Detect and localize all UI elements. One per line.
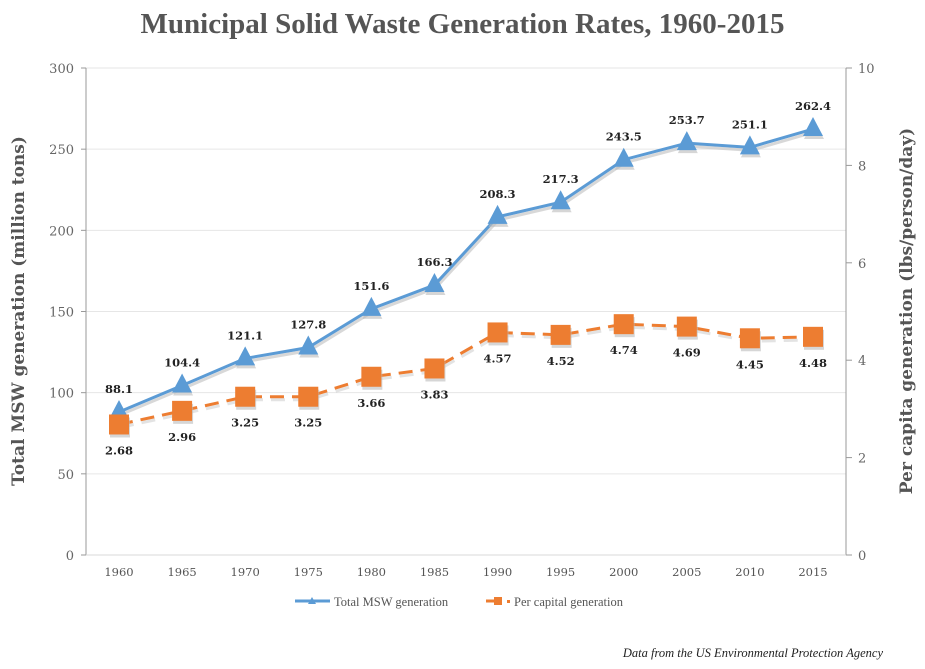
y2-tick-label: 8 — [858, 159, 866, 174]
triangle-marker — [361, 296, 382, 316]
triangle-marker — [424, 273, 445, 293]
legend-item-per-capita: Per capital generation — [486, 595, 624, 609]
x-tick-label: 2015 — [798, 565, 827, 579]
triangle-marker — [550, 190, 571, 210]
data-label-total-msw: 217.3 — [543, 172, 579, 186]
series-layer — [109, 117, 824, 438]
data-label-per-capita: 3.83 — [420, 387, 448, 401]
x-tick-label: 1980 — [357, 565, 386, 579]
x-tick-label: 1960 — [104, 565, 133, 579]
x-tick-label: 2010 — [735, 565, 764, 579]
data-label-total-msw: 251.1 — [732, 117, 768, 131]
y2-tick-label: 4 — [858, 354, 866, 369]
data-label-per-capita: 2.96 — [168, 430, 196, 444]
data-label-total-msw: 208.3 — [480, 187, 516, 201]
series-per-capita-line — [118, 322, 814, 426]
legend-triangle-marker-icon — [308, 597, 316, 604]
y-tick-label: 0 — [66, 549, 74, 564]
legend-square-marker-icon — [494, 597, 502, 605]
data-label-per-capita: 3.25 — [294, 416, 322, 430]
triangle-marker — [235, 346, 256, 366]
data-label-total-msw: 121.1 — [227, 328, 263, 342]
square-marker — [424, 358, 445, 379]
square-marker — [298, 386, 319, 407]
legend-item-total-msw: Total MSW generation — [295, 595, 449, 609]
data-labels: 88.1 104.4 121.1 127.8 151.6 166.3 208.3 217.3 2… — [105, 99, 831, 457]
data-label-total-msw: 127.8 — [290, 318, 326, 332]
square-marker — [676, 316, 697, 337]
data-label-total-msw: 88.1 — [105, 382, 133, 396]
data-label-total-msw: 262.4 — [795, 99, 831, 113]
data-label-total-msw: 104.4 — [164, 356, 200, 370]
legend-label-per-capita: Per capital generation — [514, 595, 624, 609]
triangle-marker — [172, 373, 193, 393]
y-axis-title: Total MSW generation (million tons) — [9, 136, 29, 486]
x-tick-label: 2005 — [672, 565, 701, 579]
y-tick-label: 50 — [57, 468, 74, 483]
y-tick-label: 150 — [49, 306, 74, 321]
data-label-per-capita: 4.45 — [736, 357, 764, 371]
y-tick-label: 300 — [49, 62, 74, 77]
legend-dash-icon — [507, 600, 510, 603]
triangle-marker — [613, 147, 634, 167]
data-label-per-capita: 4.74 — [610, 343, 638, 357]
data-label-per-capita: 2.68 — [105, 443, 133, 457]
x-tick-label: 1985 — [420, 565, 449, 579]
data-label-per-capita: 4.57 — [484, 351, 512, 365]
triangle-marker — [487, 204, 508, 224]
square-marker — [172, 400, 193, 421]
axes: 0 50 100 150 200 250 300 0 2 4 6 8 10 1960 1965 1970 197… — [49, 62, 874, 579]
square-marker — [235, 386, 256, 407]
y2-tick-label: 10 — [858, 62, 875, 77]
data-label-per-capita: 4.69 — [673, 346, 701, 360]
y-tick-label: 250 — [49, 143, 74, 158]
square-marker — [550, 324, 571, 345]
x-tick-label: 1975 — [294, 565, 323, 579]
x-tick-label: 2000 — [609, 565, 638, 579]
square-marker — [487, 322, 508, 343]
y-tick-label: 100 — [49, 387, 74, 402]
y2-tick-label: 2 — [858, 452, 866, 467]
source-note: Data from the US Environmental Protectio… — [622, 646, 883, 660]
square-marker — [613, 314, 634, 335]
y2-tick-label: 6 — [858, 257, 866, 272]
data-label-per-capita: 4.52 — [547, 354, 575, 368]
y2-axis-title: Per capita generation (lbs/person/day) — [897, 128, 917, 494]
data-label-per-capita: 4.48 — [799, 356, 827, 370]
x-tick-label: 1970 — [231, 565, 260, 579]
y2-tick-label: 0 — [858, 549, 866, 564]
triangle-marker — [109, 399, 129, 419]
data-label-per-capita: 3.25 — [231, 416, 259, 430]
data-label-total-msw: 253.7 — [669, 113, 705, 127]
chart-title: Municipal Solid Waste Generation Rates, … — [140, 8, 785, 40]
gridlines — [86, 67, 846, 475]
triangle-marker — [676, 131, 697, 151]
square-marker — [109, 414, 129, 435]
square-marker — [803, 326, 823, 347]
series-per-capita-shadow — [119, 325, 815, 429]
square-marker — [361, 366, 382, 387]
x-tick-label: 1965 — [167, 565, 196, 579]
legend-label-total-msw: Total MSW generation — [334, 595, 449, 609]
data-label-total-msw: 166.3 — [416, 255, 452, 269]
series-total-msw-line — [118, 127, 814, 414]
triangle-marker — [803, 117, 823, 137]
data-label-total-msw: 243.5 — [606, 130, 642, 144]
x-tick-label: 1990 — [483, 565, 512, 579]
series-total-msw-shadow — [119, 130, 815, 417]
triangle-marker — [739, 135, 760, 155]
legend: Total MSW generation Per capital generat… — [295, 595, 624, 609]
data-label-total-msw: 151.6 — [353, 279, 389, 293]
triangle-marker — [298, 335, 319, 355]
data-label-per-capita: 3.66 — [357, 396, 385, 410]
x-tick-label: 1995 — [546, 565, 575, 579]
y-tick-label: 200 — [49, 224, 74, 239]
square-marker — [739, 328, 760, 349]
